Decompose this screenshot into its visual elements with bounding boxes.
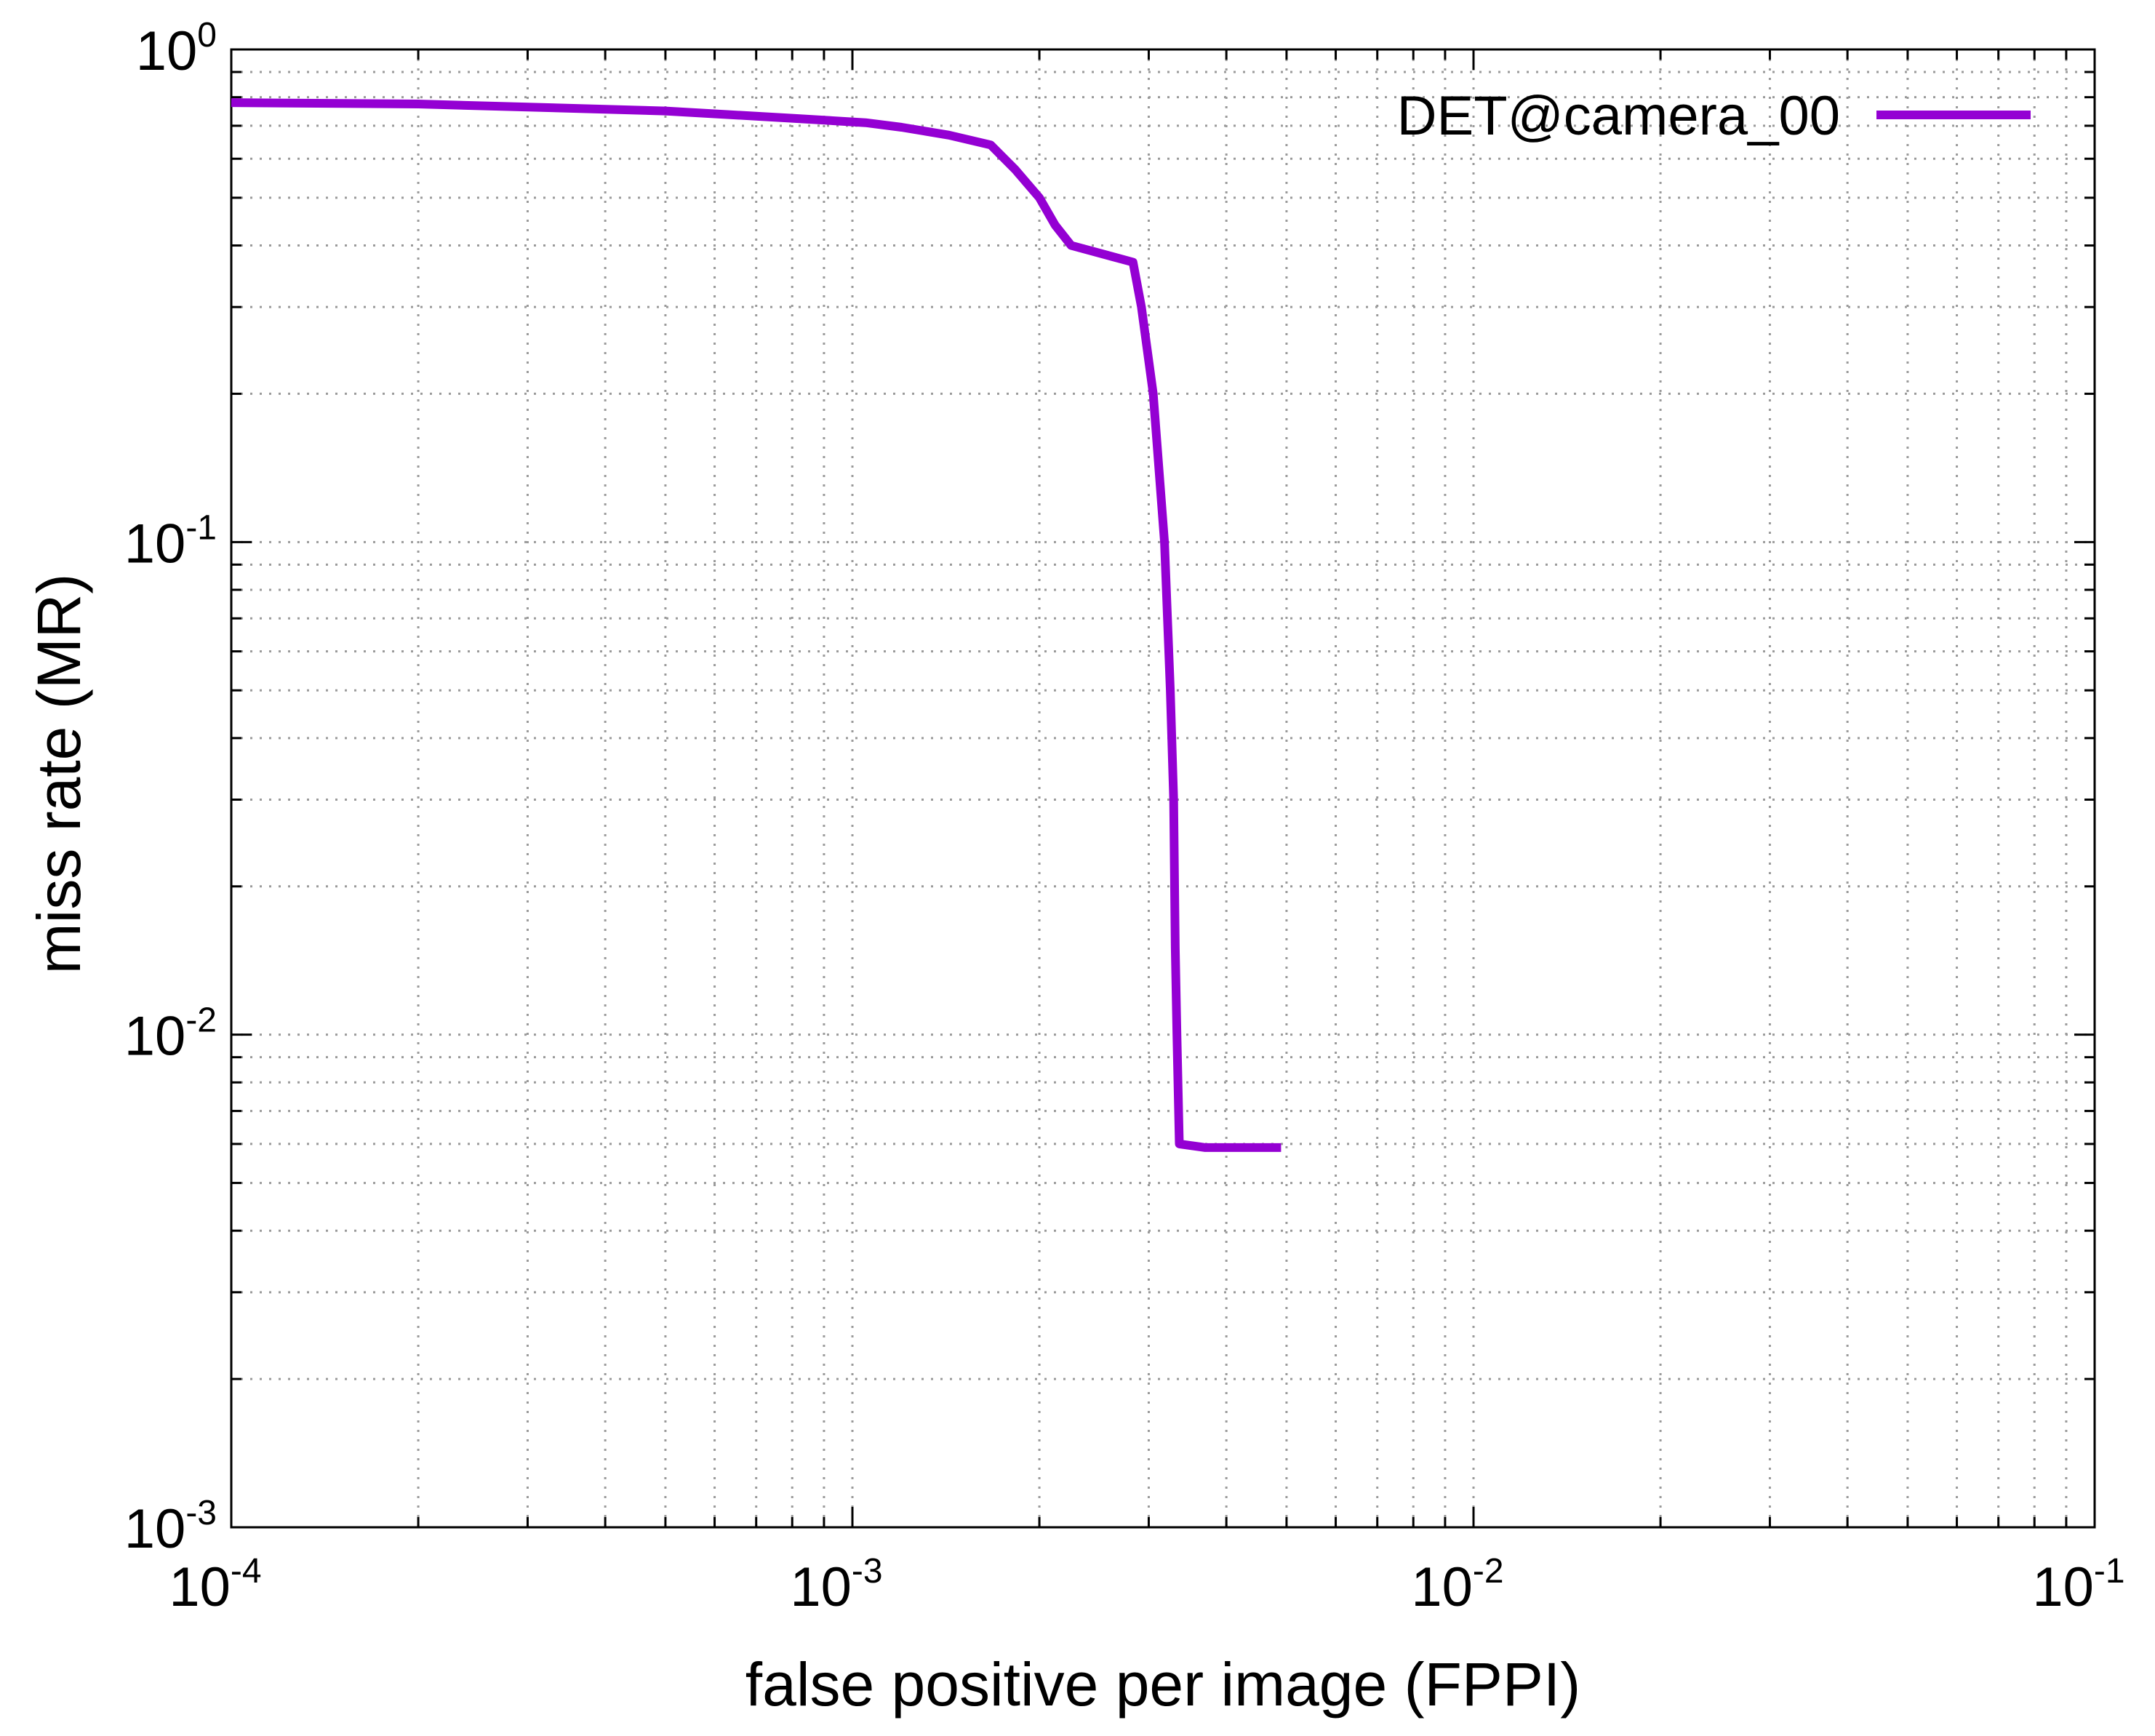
x-axis-title: false positive per image (FPPI) [745, 1650, 1580, 1719]
x-tick-label: 10-2 [1411, 1552, 1503, 1618]
y-tick-label: 10-2 [124, 1001, 217, 1068]
x-tick-label: 10-1 [2032, 1552, 2124, 1618]
legend-label: DET@camera_00 [1397, 85, 1840, 147]
y-axis-title: miss rate (MR) [25, 574, 93, 975]
y-tick-label: 100 [136, 16, 217, 82]
x-tick-label: 10-3 [790, 1552, 882, 1618]
legend: DET@camera_00 [1397, 85, 2031, 147]
plot-frame [230, 48, 2096, 1529]
y-tick-label: 10-3 [124, 1494, 217, 1560]
x-tick-label: 10-4 [169, 1552, 261, 1618]
axis-ticks [230, 49, 2095, 1529]
y-tick-label: 10-1 [124, 508, 217, 575]
series-line-det-camera-00 [231, 98, 1282, 1152]
